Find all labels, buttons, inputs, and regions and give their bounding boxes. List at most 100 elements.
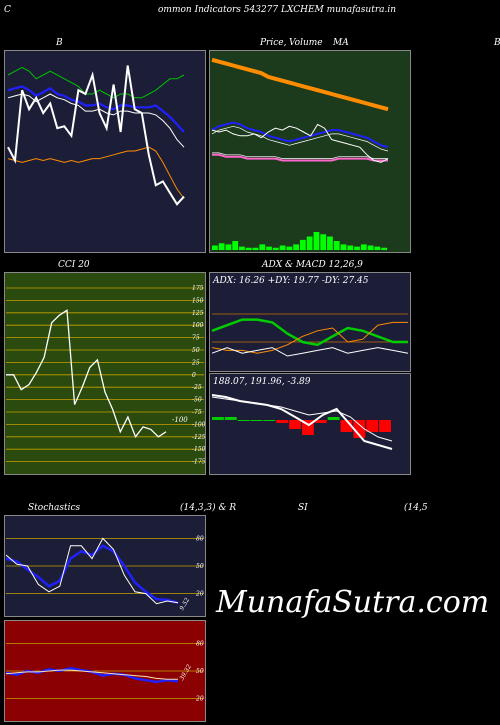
macd-histogram-bar <box>314 420 327 423</box>
cci-tick-label: -175 <box>192 459 206 466</box>
volume-bar <box>252 247 259 250</box>
stoch-tick-label: 20 <box>195 591 204 598</box>
cci-line <box>6 309 167 439</box>
price-long-ma-line <box>211 57 389 112</box>
volume-title: Volume <box>289 38 323 48</box>
stoch-tick-label: 80 <box>196 535 204 542</box>
cci-tick-label: -75 <box>192 409 202 416</box>
volume-bar <box>313 232 320 250</box>
volume-bar <box>320 234 327 250</box>
cci-tick-label: -125 <box>192 434 206 441</box>
price-title: Price, <box>260 38 287 48</box>
adx-label: ADX: 16.26 +DY: 19.77 -DY: 27.45 <box>213 276 369 286</box>
cci-tick-label: -100 <box>192 421 206 428</box>
page-left-mark: C <box>4 5 11 15</box>
bollinger-price-line <box>7 65 185 206</box>
volume-bar <box>286 246 293 250</box>
volume-bar <box>381 247 387 250</box>
rsi-line <box>5 666 179 684</box>
cci-current-label: -100 <box>172 416 188 424</box>
adx-plus-di-line <box>211 318 408 347</box>
cci-title: CCI 20 <box>58 260 90 270</box>
volume-bar <box>327 236 333 250</box>
cci-tick-label: 75 <box>192 335 200 342</box>
macd-label: 188.07, 191.96, -3.89 <box>213 377 311 387</box>
volume-bar <box>367 245 374 250</box>
volume-bar <box>279 245 286 250</box>
macd-histogram-bar <box>289 420 301 429</box>
cci-tick-label: 25 <box>191 359 200 366</box>
bollinger-panel <box>4 50 206 253</box>
cci-tick-label: 100 <box>192 322 204 329</box>
macd-histogram-bar <box>327 417 340 420</box>
volume-bar <box>293 244 299 250</box>
macd-histogram-bar <box>353 420 366 438</box>
macd-histogram-bar <box>366 420 379 432</box>
stoch-title-left: Stochastics <box>28 503 81 513</box>
adx-line <box>211 347 409 357</box>
cci-tick-label: -25 <box>192 384 202 391</box>
stoch-k-line <box>5 537 179 605</box>
watermark: MunafaSutra.com <box>216 585 490 620</box>
rsi-tick-label: 20 <box>195 696 204 703</box>
rsi-tick-label: 80 <box>196 640 204 647</box>
stoch-current-label: 9.52 <box>178 597 191 612</box>
bollinger-middle-band-line <box>7 85 185 133</box>
ma-title: MA <box>333 38 349 48</box>
macd-histogram-bar <box>224 417 237 420</box>
adx-macd-title: ADX & MACD 12,26,9 <box>262 260 363 270</box>
price-short-ma-shadow-line <box>212 152 388 159</box>
cci-tick-label: 0 <box>192 372 196 379</box>
volume-bar <box>347 245 354 250</box>
macd-histogram-bar <box>212 417 224 420</box>
volume-bar <box>300 239 306 250</box>
volume-bar <box>306 236 313 250</box>
rsi-title-right: (14,5 <box>404 503 428 513</box>
macd-histogram-bar <box>302 420 314 435</box>
rsi-current-label: 39.32 <box>178 663 193 682</box>
volume-bar <box>360 244 367 250</box>
cci-tick-label: -50 <box>192 397 202 404</box>
volume-bar <box>266 246 272 250</box>
bollinger-lower-band-line <box>7 146 185 199</box>
price-close-line <box>211 123 389 163</box>
volume-bar <box>374 246 381 250</box>
rsi-title-left: SI <box>298 503 308 513</box>
macd-histogram-bar <box>250 420 263 421</box>
cci-tick-label: -150 <box>192 446 206 453</box>
bollinger-title: B <box>56 38 63 48</box>
cci-tick-label: 175 <box>192 285 204 292</box>
cci-tick-label: 50 <box>192 347 200 354</box>
cci-panel <box>4 272 206 475</box>
rsi-signal-line <box>5 669 178 680</box>
price-short-ma-line <box>212 153 388 162</box>
cci-tick-label: 150 <box>192 297 204 304</box>
stoch-tick-label: 50 <box>196 563 204 570</box>
volume-bar <box>333 241 340 250</box>
volume-bar <box>239 246 245 250</box>
volume-bar <box>225 244 232 250</box>
macd-line <box>211 394 393 450</box>
stoch-title-right: (14,3,3) & R <box>180 503 237 513</box>
macd-histogram-bar <box>379 420 391 432</box>
price-right-mark: B <box>494 38 500 48</box>
macd-histogram-bar <box>263 420 276 421</box>
price-mid-ma-shadow-line <box>211 125 389 152</box>
volume-bar <box>259 244 266 250</box>
macd-histogram-bar <box>340 420 353 432</box>
volume-bar <box>232 241 239 250</box>
cci-tick-label: 125 <box>192 310 204 317</box>
adx-panel <box>209 272 411 372</box>
volume-bar <box>354 246 360 250</box>
volume-bar <box>212 245 218 250</box>
macd-histogram-bar <box>276 420 289 423</box>
price-mid-ma-line <box>211 121 389 149</box>
stoch-d-line <box>5 544 179 605</box>
adx-minus-di-line <box>211 321 408 354</box>
price-panel <box>209 50 411 253</box>
rsi-tick-label: 50 <box>196 668 204 675</box>
volume-bar <box>272 247 279 250</box>
volume-bar <box>218 243 225 250</box>
volume-bar <box>340 244 347 250</box>
